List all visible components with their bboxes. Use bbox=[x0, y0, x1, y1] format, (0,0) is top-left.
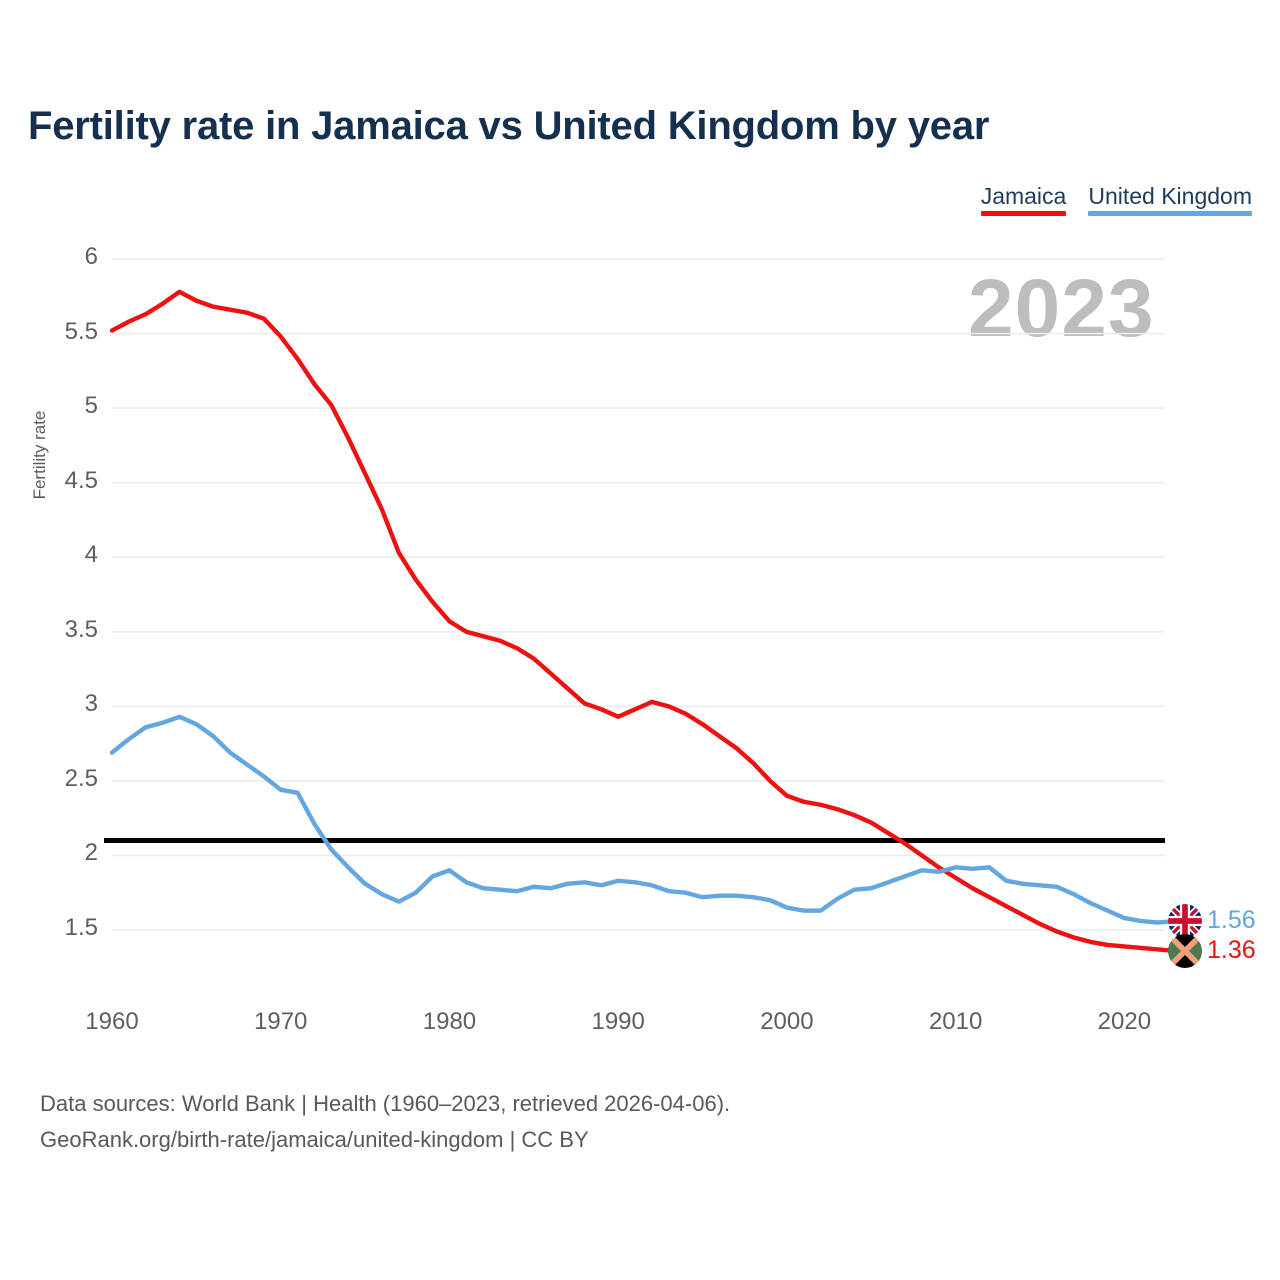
legend-swatch-jamaica bbox=[980, 211, 1067, 217]
y-tick-label: 3 bbox=[84, 690, 98, 718]
chart-gridlines bbox=[112, 258, 1165, 931]
footer-line-sources: Data sources: World Bank | Health (1960–… bbox=[40, 1091, 731, 1116]
y-tick-label: 4.5 bbox=[64, 466, 98, 494]
page-title: Fertility rate in Jamaica vs United King… bbox=[28, 104, 990, 148]
jamaica-flag-icon bbox=[1168, 933, 1202, 968]
y-tick-label: 2.5 bbox=[64, 764, 98, 792]
y-tick-label: 1.5 bbox=[64, 914, 98, 941]
legend-item-jamaica[interactable]: Jamaica bbox=[980, 183, 1067, 217]
y-tick-label: 2 bbox=[84, 839, 98, 867]
y-tick-label: 6 bbox=[84, 243, 98, 270]
x-tick-label: 1980 bbox=[422, 1008, 477, 1035]
endpoint-value-united-kingdom: 1.56 bbox=[1207, 906, 1256, 935]
y-tick-label: 5 bbox=[84, 392, 98, 420]
x-tick-label: 2020 bbox=[1097, 1008, 1152, 1035]
footer-attribution: Data sources: World Bank | Health (1960–… bbox=[40, 1086, 730, 1157]
series-line-jamaica bbox=[109, 289, 1178, 954]
y-tick-label: 3.5 bbox=[64, 615, 98, 643]
x-tick-label: 2000 bbox=[760, 1008, 814, 1035]
x-tick-label: 1960 bbox=[85, 1008, 139, 1035]
footer-line-url: GeoRank.org/birth-rate/jamaica/united-ki… bbox=[40, 1126, 589, 1152]
endpoint-value-jamaica: 1.36 bbox=[1207, 935, 1256, 964]
x-tick-label: 2010 bbox=[928, 1008, 983, 1035]
legend-swatch-united-kingdom bbox=[1088, 211, 1252, 217]
year-watermark: 2023 bbox=[968, 263, 1155, 354]
legend-label-united-kingdom: United Kingdom bbox=[1088, 183, 1252, 209]
x-tick-label: 1990 bbox=[591, 1008, 645, 1035]
y-tick-label: 5.5 bbox=[64, 317, 98, 345]
chart-legend: Jamaica United Kingdom bbox=[980, 183, 1252, 217]
legend-label-jamaica: Jamaica bbox=[980, 183, 1067, 209]
series-line-united-kingdom bbox=[109, 714, 1178, 925]
uk-flag-icon bbox=[1168, 904, 1202, 939]
chart-series bbox=[109, 289, 1178, 954]
y-tick-label: 4 bbox=[84, 541, 98, 569]
x-tick-label: 1970 bbox=[254, 1008, 308, 1035]
legend-item-united-kingdom[interactable]: United Kingdom bbox=[1088, 183, 1252, 217]
